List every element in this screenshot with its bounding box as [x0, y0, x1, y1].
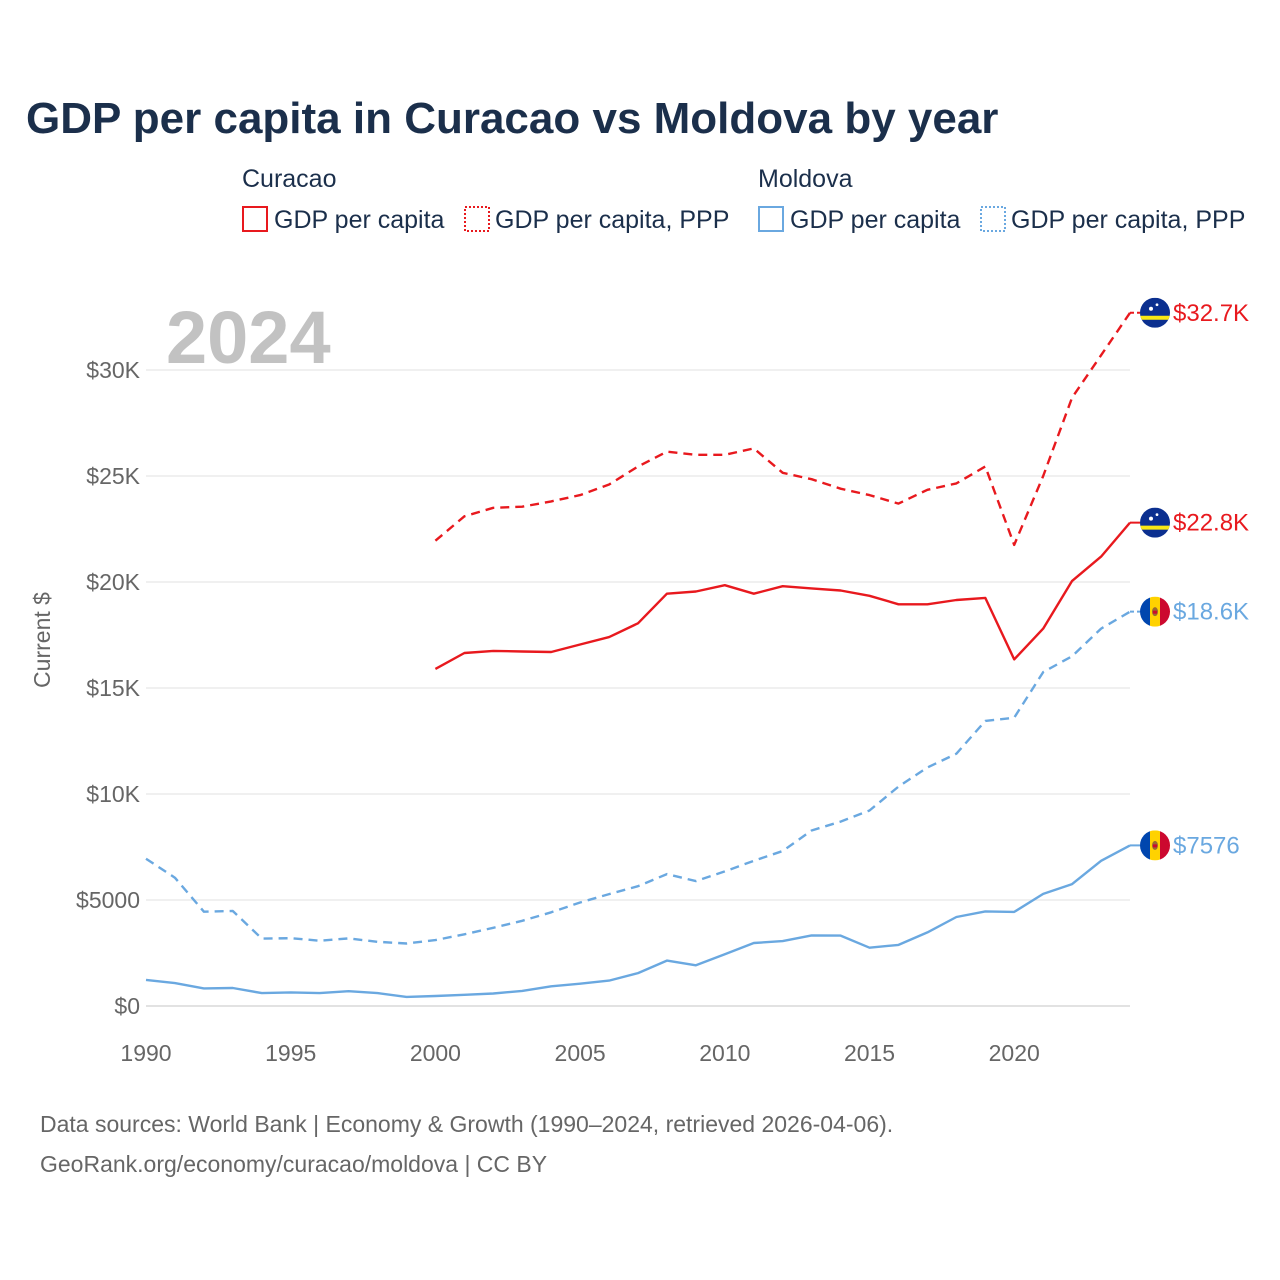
moldova-flag-icon [1140, 596, 1170, 627]
x-tick-label-2010: 2010 [699, 1040, 750, 1066]
moldova-flag-icon [1140, 830, 1170, 861]
end-marker-moldova-gdp-per-capita-ppp: $18.6K [1130, 596, 1249, 627]
end-marker-curacao-gdp-per-capita: $22.8K [1130, 507, 1249, 538]
x-tick-label-2020: 2020 [989, 1040, 1040, 1066]
end-marker-curacao-gdp-per-capita-ppp: $32.7K [1130, 297, 1249, 328]
footer-sources: Data sources: World Bank | Economy & Gro… [40, 1111, 893, 1137]
legend-group-moldova: Moldova [758, 165, 853, 193]
y-axis-ticks: $0 $5000 $10K $15K $20K $25K $30K [76, 357, 141, 1019]
y-tick-label-5000: $5000 [76, 887, 140, 913]
footer-link[interactable]: GeoRank.org/economy/curacao/moldova | CC… [40, 1151, 547, 1177]
y-tick-label-30000: $30K [86, 357, 140, 383]
y-tick-label-15000: $15K [86, 675, 140, 701]
end-label-curacao-gdp-per-capita-ppp: $32.7K [1173, 300, 1249, 327]
series-lines [145, 312, 1131, 999]
legend-label-moldova-ppp[interactable]: GDP per capita, PPP [1011, 206, 1245, 234]
curacao-flag-icon [1140, 297, 1170, 328]
legend-label-curacao-gdp[interactable]: GDP per capita [274, 206, 445, 234]
legend-label-moldova-gdp[interactable]: GDP per capita [790, 206, 961, 234]
series-line-moldova-gdp-per-capita [145, 844, 1131, 999]
x-tick-label-1995: 1995 [265, 1040, 316, 1066]
end-marker-moldova-gdp-per-capita: $7576 [1130, 830, 1240, 861]
legend-label-curacao-ppp[interactable]: GDP per capita, PPP [495, 206, 729, 234]
x-tick-label-2005: 2005 [555, 1040, 606, 1066]
year-watermark: 2024 [166, 296, 331, 379]
legend-swatch-moldova-gdp [758, 206, 784, 232]
y-tick-label-20000: $20K [86, 569, 140, 595]
x-axis-ticks: 1990 1995 2000 2005 2010 2015 2020 [120, 1040, 1039, 1066]
y-tick-label-10000: $10K [86, 781, 140, 807]
legend-swatch-curacao-gdp [242, 206, 268, 232]
legend-swatch-curacao-ppp [464, 206, 490, 232]
curacao-flag-icon [1140, 507, 1170, 538]
chart-title: GDP per capita in Curacao vs Moldova by … [26, 94, 998, 143]
y-tick-label-25000: $25K [86, 463, 140, 489]
x-tick-label-2000: 2000 [410, 1040, 461, 1066]
y-tick-label-0: $0 [114, 993, 140, 1019]
grid-lines [146, 369, 1130, 1007]
y-axis-label: Current $ [29, 592, 55, 688]
end-label-moldova-gdp-per-capita: $7576 [1173, 832, 1240, 859]
legend-swatch-moldova-ppp [980, 206, 1006, 232]
end-label-moldova-gdp-per-capita-ppp: $18.6K [1173, 599, 1249, 626]
end-label-curacao-gdp-per-capita: $22.8K [1173, 510, 1249, 537]
x-tick-label-2015: 2015 [844, 1040, 895, 1066]
series-line-curacao-gdp-per-capita-ppp [434, 312, 1131, 547]
series-line-curacao-gdp-per-capita [434, 521, 1131, 670]
legend: Curacao GDP per capita GDP per capita, P… [242, 165, 1245, 234]
legend-group-curacao: Curacao [242, 165, 337, 193]
series-line-moldova-gdp-per-capita-ppp [145, 610, 1131, 945]
x-tick-label-1990: 1990 [120, 1040, 171, 1066]
end-labels: $22.8K $32.7K $7576 $18.6K [1130, 297, 1249, 861]
